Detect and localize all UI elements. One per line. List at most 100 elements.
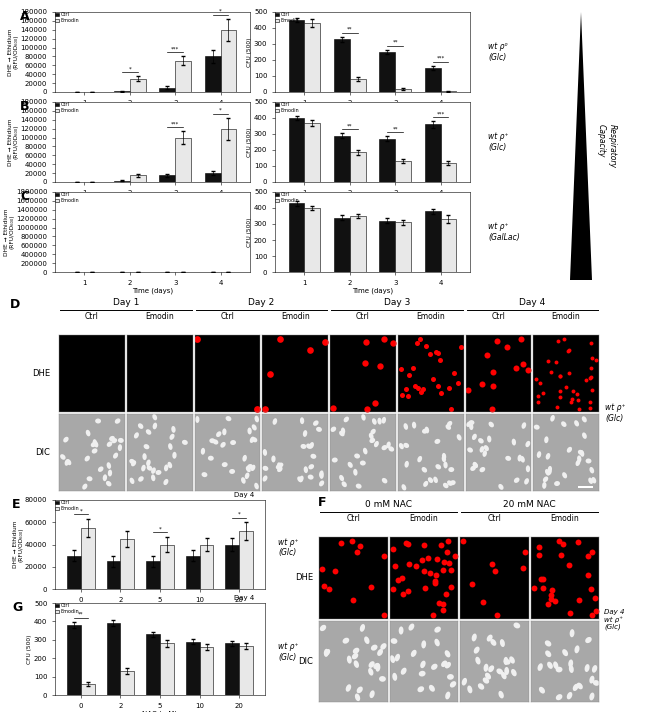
- Point: [561, 382, 571, 393]
- Point: [436, 540, 447, 551]
- Ellipse shape: [344, 417, 349, 422]
- Ellipse shape: [360, 624, 365, 632]
- Point: [431, 347, 441, 358]
- Bar: [175, 61, 191, 92]
- X-axis label: NAC (mM): NAC (mM): [142, 710, 177, 712]
- Ellipse shape: [578, 450, 584, 455]
- Ellipse shape: [108, 469, 112, 476]
- Text: *: *: [238, 512, 240, 517]
- Point: [318, 580, 329, 592]
- Bar: [175, 137, 191, 182]
- Ellipse shape: [138, 476, 144, 482]
- Bar: [304, 208, 320, 272]
- Ellipse shape: [299, 476, 304, 482]
- Bar: [220, 30, 237, 92]
- Ellipse shape: [348, 462, 353, 468]
- Ellipse shape: [575, 645, 580, 654]
- Ellipse shape: [263, 466, 268, 471]
- Ellipse shape: [209, 439, 215, 444]
- Point: [389, 560, 400, 572]
- Ellipse shape: [252, 424, 257, 431]
- Legend: Ctrl, Emodin: Ctrl, Emodin: [55, 604, 79, 614]
- Point: [437, 565, 448, 576]
- Ellipse shape: [142, 453, 147, 460]
- Ellipse shape: [402, 484, 406, 491]
- Ellipse shape: [151, 474, 155, 481]
- Bar: [67, 555, 81, 589]
- Point: [417, 555, 427, 566]
- Point: [361, 403, 372, 414]
- Point: [317, 563, 328, 575]
- Ellipse shape: [353, 648, 359, 654]
- Ellipse shape: [480, 467, 486, 472]
- Point: [425, 567, 436, 579]
- Ellipse shape: [469, 420, 474, 425]
- Point: [428, 609, 438, 620]
- Point: [467, 578, 478, 590]
- Ellipse shape: [311, 454, 317, 459]
- Ellipse shape: [512, 439, 516, 446]
- Point: [402, 390, 413, 402]
- Point: [443, 535, 453, 546]
- X-axis label: Time (days): Time (days): [132, 107, 173, 113]
- Ellipse shape: [433, 476, 438, 483]
- Point: [531, 373, 541, 384]
- Point: [586, 352, 597, 364]
- Text: B: B: [20, 100, 29, 113]
- Ellipse shape: [353, 468, 358, 476]
- Ellipse shape: [368, 668, 374, 676]
- Ellipse shape: [380, 643, 387, 650]
- Ellipse shape: [462, 678, 467, 686]
- Bar: [130, 175, 146, 182]
- Point: [502, 342, 512, 353]
- Ellipse shape: [447, 674, 454, 680]
- Point: [445, 403, 456, 414]
- Ellipse shape: [538, 664, 543, 671]
- Point: [432, 380, 443, 392]
- Point: [416, 386, 426, 397]
- Ellipse shape: [86, 476, 92, 481]
- Ellipse shape: [107, 441, 112, 447]
- Text: Day 3: Day 3: [384, 298, 410, 307]
- Text: Ctrl: Ctrl: [220, 312, 234, 321]
- Ellipse shape: [115, 419, 120, 424]
- Ellipse shape: [445, 662, 451, 669]
- X-axis label: Time (days): Time (days): [352, 107, 393, 113]
- Point: [546, 590, 556, 601]
- Point: [478, 597, 489, 608]
- Point: [558, 333, 569, 344]
- Point: [552, 401, 562, 412]
- Point: [428, 373, 438, 384]
- Point: [335, 537, 346, 548]
- Ellipse shape: [431, 664, 437, 670]
- Ellipse shape: [147, 466, 152, 471]
- Ellipse shape: [480, 446, 484, 453]
- Ellipse shape: [316, 426, 322, 432]
- Text: ***: ***: [436, 111, 445, 116]
- Ellipse shape: [487, 436, 491, 442]
- Point: [584, 372, 595, 384]
- Bar: [120, 671, 135, 695]
- Point: [415, 333, 426, 344]
- Ellipse shape: [554, 481, 560, 486]
- Ellipse shape: [255, 416, 259, 422]
- Point: [564, 367, 574, 378]
- Ellipse shape: [574, 420, 579, 426]
- Point: [545, 366, 556, 377]
- Ellipse shape: [443, 461, 448, 468]
- Ellipse shape: [382, 417, 386, 424]
- Point: [387, 543, 398, 555]
- Point: [534, 550, 545, 561]
- Text: Ctrl: Ctrl: [85, 312, 99, 321]
- Point: [305, 345, 315, 356]
- Ellipse shape: [341, 481, 347, 487]
- Point: [252, 403, 263, 414]
- Ellipse shape: [141, 465, 146, 471]
- Ellipse shape: [364, 637, 369, 644]
- Ellipse shape: [514, 478, 519, 483]
- Ellipse shape: [271, 456, 276, 462]
- Ellipse shape: [399, 443, 404, 449]
- Y-axis label: CFU (500): CFU (500): [248, 217, 252, 247]
- Bar: [380, 221, 395, 272]
- Text: E: E: [12, 498, 21, 511]
